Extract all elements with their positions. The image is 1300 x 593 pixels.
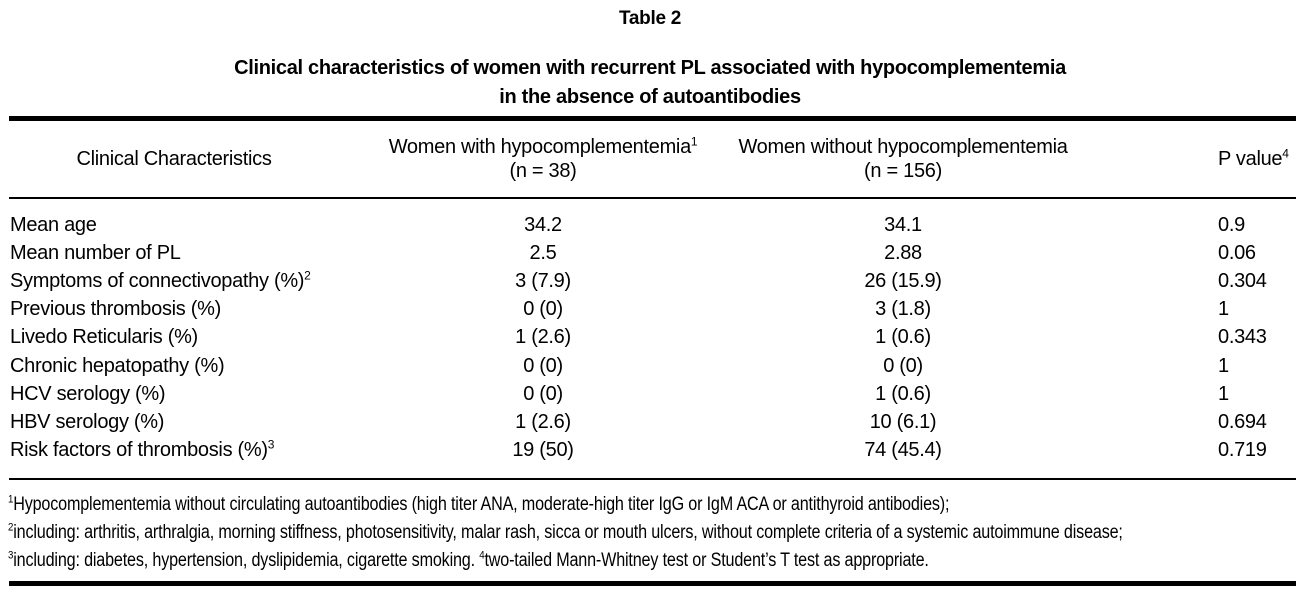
footnotes: 1Hypocomplementemia without circulating … bbox=[0, 480, 1300, 575]
table-row: HBV serology (%) 1 (2.6) 10 (6.1) 0.694 bbox=[0, 408, 1300, 436]
row-label-cell: Mean number of PL bbox=[10, 241, 181, 264]
p-value-cell: 0.694 bbox=[1218, 410, 1267, 433]
without-hypo-cell: 2.88 bbox=[884, 241, 922, 264]
header-p-value: P value4 bbox=[1218, 146, 1289, 170]
header-clinical-characteristics: Clinical Characteristics bbox=[76, 148, 272, 170]
table-title-line1: Clinical characteristics of women with r… bbox=[234, 57, 1066, 79]
without-hypo-cell: 10 (6.1) bbox=[869, 410, 937, 433]
p-value-cell: 1 bbox=[1218, 298, 1229, 321]
table-row: Mean number of PL 2.5 2.88 0.06 bbox=[0, 239, 1300, 267]
without-hypo-cell: 34.1 bbox=[884, 213, 922, 236]
footnote-1: 1Hypocomplementemia without circulating … bbox=[8, 493, 950, 515]
row-label-cell: Previous thrombosis (%) bbox=[10, 298, 221, 321]
table-title-line2: in the absence of autoantibodies bbox=[499, 86, 801, 108]
header-col4-footnote-marker: 4 bbox=[1282, 146, 1289, 161]
p-value-cell: 1 bbox=[1218, 354, 1229, 377]
row-label-cell: HBV serology (%) bbox=[10, 410, 165, 433]
with-hypo-cell: 3 (7.9) bbox=[515, 269, 571, 292]
with-hypo-cell: 1 (2.6) bbox=[515, 410, 571, 433]
table-row: Mean age 34.2 34.1 0.9 bbox=[0, 211, 1300, 239]
with-hypo-cell: 1 (2.6) bbox=[515, 326, 571, 349]
footnote-3: 3including: diabetes, hypertension, dysl… bbox=[8, 549, 929, 571]
table-row: HCV serology (%) 0 (0) 1 (0.6) 1 bbox=[0, 380, 1300, 408]
header-col2-name: Women with hypocomplementemia bbox=[388, 136, 691, 158]
with-hypo-cell: 0 (0) bbox=[523, 298, 563, 321]
with-hypo-cell: 34.2 bbox=[524, 213, 562, 236]
header-col2-n: (n = 38) bbox=[509, 160, 577, 182]
row-label-cell: Symptoms of connectivopathy (%)2 bbox=[10, 268, 311, 292]
p-value-cell: 0.304 bbox=[1218, 269, 1267, 292]
row-label-cell: Risk factors of thrombosis (%)3 bbox=[10, 437, 275, 462]
p-value-cell: 0.9 bbox=[1218, 213, 1245, 236]
with-hypo-cell: 2.5 bbox=[529, 241, 557, 264]
without-hypo-cell: 1 (0.6) bbox=[875, 382, 931, 405]
header-col3-n: (n = 156) bbox=[864, 160, 942, 182]
header-divider-rule bbox=[9, 197, 1296, 199]
p-value-cell: 0.719 bbox=[1218, 439, 1267, 462]
footnote-2: 2including: arthritis, arthralgia, morni… bbox=[8, 521, 1123, 543]
table-title: Clinical characteristics of women with r… bbox=[0, 54, 1300, 112]
without-hypo-cell: 0 (0) bbox=[883, 354, 923, 377]
header-col2-footnote-marker: 1 bbox=[690, 134, 698, 149]
header-women-without-hypocomplementemia: Women without hypocomplementemia (n = 15… bbox=[738, 135, 1068, 183]
table-body: Mean age 34.2 34.1 0.9 Mean number of PL… bbox=[0, 199, 1300, 465]
bottom-rule bbox=[9, 580, 1296, 586]
row-label-cell: Chronic hepatopathy (%) bbox=[10, 354, 225, 377]
header-women-with-hypocomplementemia: Women with hypocomplementemia1 (n = 38) bbox=[348, 135, 738, 183]
footer-divider-rule bbox=[9, 477, 1296, 480]
table-row: Chronic hepatopathy (%) 0 (0) 0 (0) 1 bbox=[0, 352, 1300, 380]
without-hypo-cell: 1 (0.6) bbox=[875, 326, 931, 349]
row-label-cell: Mean age bbox=[10, 213, 97, 236]
p-value-cell: 0.06 bbox=[1218, 241, 1256, 264]
p-value-cell: 1 bbox=[1218, 382, 1229, 405]
p-value-cell: 0.343 bbox=[1218, 326, 1267, 349]
with-hypo-cell: 0 (0) bbox=[523, 382, 563, 405]
table-row: Previous thrombosis (%) 0 (0) 3 (1.8) 1 bbox=[0, 296, 1300, 324]
table-number: Table 2 bbox=[619, 8, 681, 29]
row-label-cell: HCV serology (%) bbox=[10, 382, 166, 405]
table-row: Livedo Reticularis (%) 1 (2.6) 1 (0.6) 0… bbox=[0, 324, 1300, 352]
with-hypo-cell: 0 (0) bbox=[523, 354, 563, 377]
table-header-row: Clinical Characteristics Women with hypo… bbox=[0, 121, 1300, 197]
without-hypo-cell: 3 (1.8) bbox=[875, 298, 931, 321]
header-col3-name: Women without hypocomplementemia bbox=[738, 136, 1068, 158]
row-label-cell: Livedo Reticularis (%) bbox=[10, 326, 198, 349]
without-hypo-cell: 74 (45.4) bbox=[864, 439, 942, 462]
top-rule bbox=[9, 116, 1296, 121]
with-hypo-cell: 19 (50) bbox=[512, 439, 574, 462]
table-row: Symptoms of connectivopathy (%)2 3 (7.9)… bbox=[0, 267, 1300, 295]
without-hypo-cell: 26 (15.9) bbox=[864, 269, 942, 292]
table-row: Risk factors of thrombosis (%)3 19 (50) … bbox=[0, 437, 1300, 465]
